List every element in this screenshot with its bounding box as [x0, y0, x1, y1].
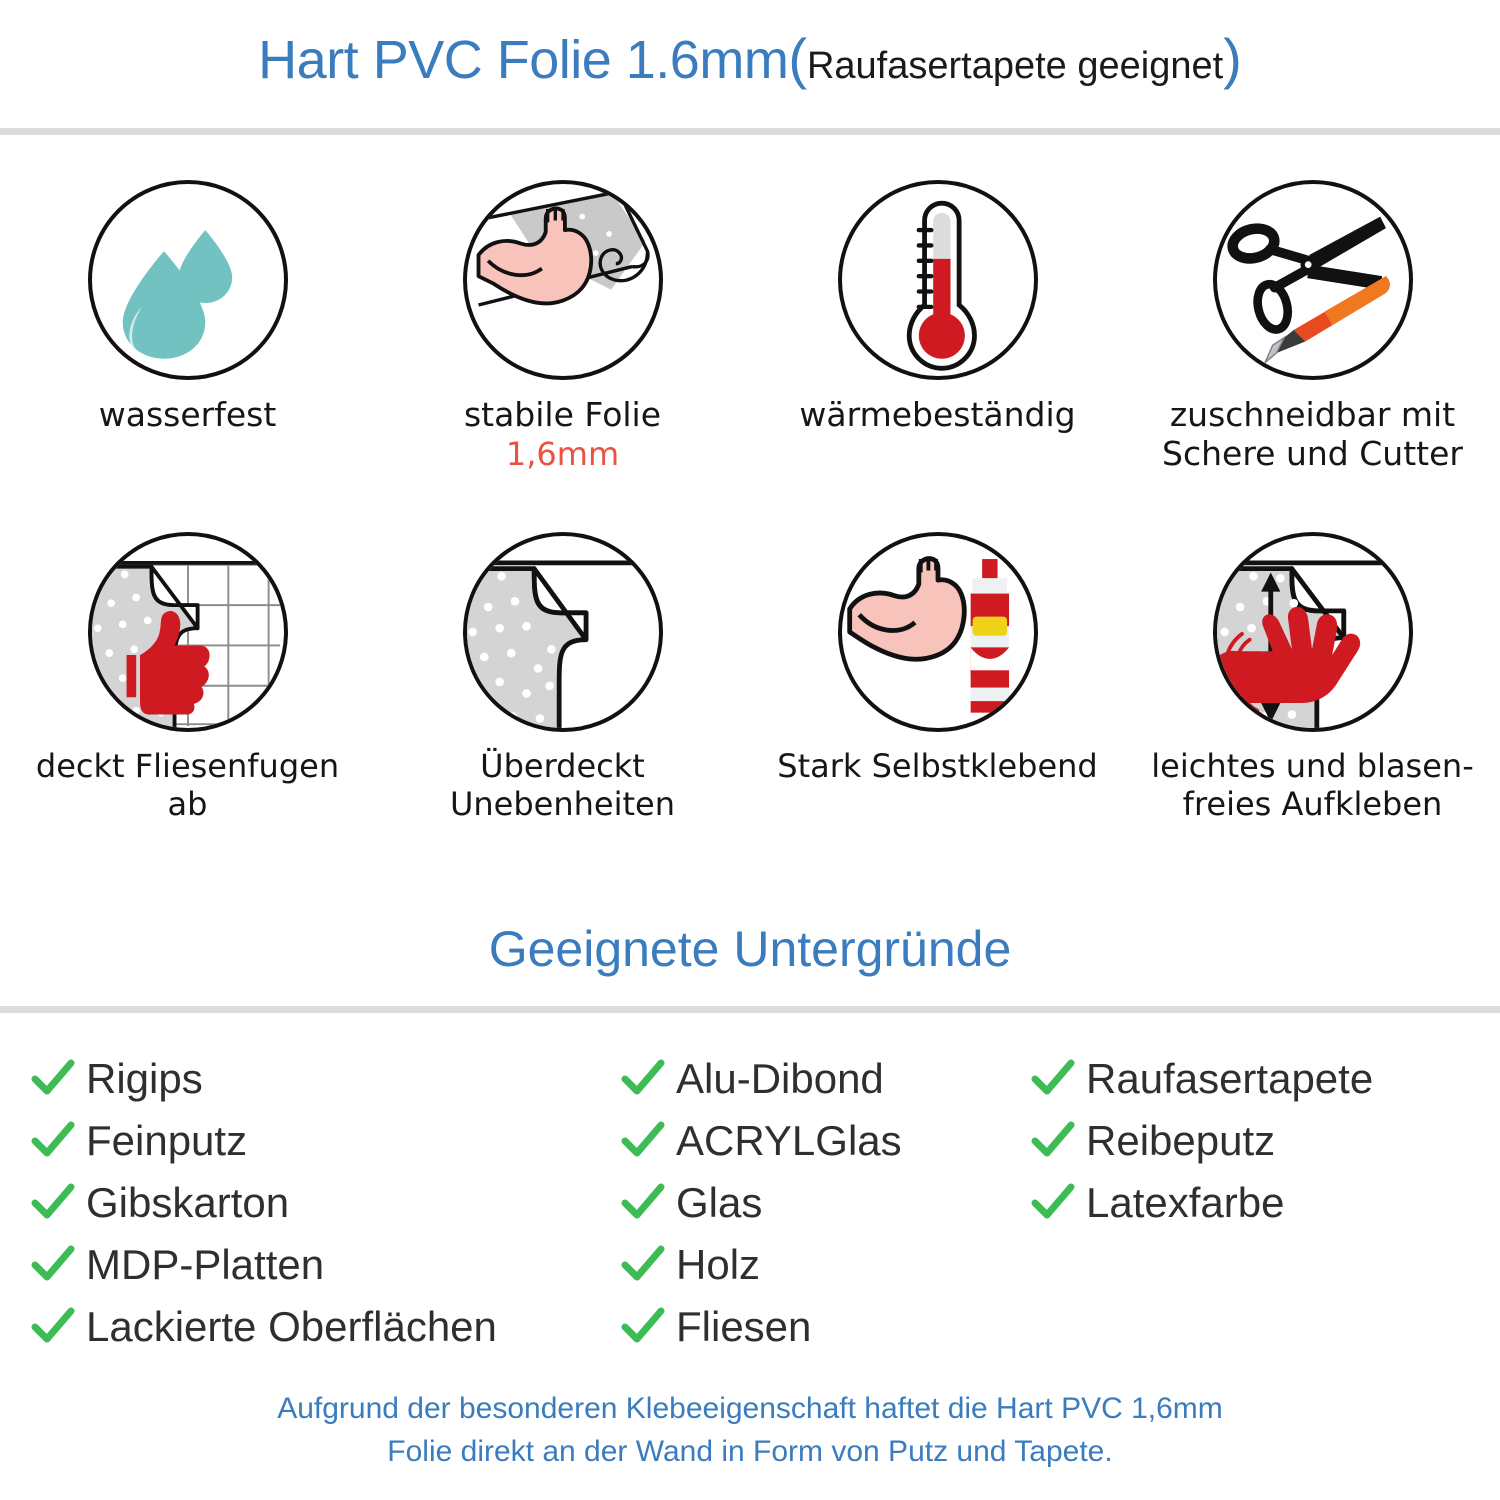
- list-item-label: Reibeputz: [1086, 1117, 1276, 1164]
- list-item-label: Holz: [676, 1241, 761, 1288]
- feature-label: stabile Folie: [463, 395, 662, 434]
- check-icon: [1030, 1057, 1076, 1101]
- list-item: MDP-Platten: [30, 1234, 620, 1296]
- feature-label: wasserfest: [98, 395, 277, 434]
- feature-unebenheiten: Überdeckt Unebenheiten: [375, 531, 750, 824]
- feature-label: leichtes und blasen-freies Aufkleben: [1151, 746, 1474, 823]
- list-item-label: MDP-Platten: [86, 1241, 325, 1288]
- list-item-label: Fliesen: [676, 1303, 812, 1350]
- page-title: Hart PVC Folie 1.6mm(Raufasertapete geei…: [0, 26, 1500, 91]
- checklist-column-3: Raufasertapete Reibeputz Latexfarbe: [1030, 1048, 1500, 1358]
- check-icon: [30, 1119, 76, 1163]
- feature-fliesenfugen: deckt Fliesenfugen ab: [0, 531, 375, 824]
- list-item: ACRYLGlas: [620, 1110, 1030, 1172]
- list-item-label: Rigips: [86, 1055, 203, 1102]
- check-icon: [30, 1243, 76, 1287]
- list-item: Glas: [620, 1172, 1030, 1234]
- hand-smoothing-arrow-icon: [1212, 531, 1413, 732]
- list-item: Gibskarton: [30, 1172, 620, 1234]
- footer-line-2: Folie direkt an der Wand in Form von Put…: [387, 1434, 1113, 1468]
- feature-selbstklebend: Stark Selbstklebend: [750, 531, 1125, 824]
- check-icon: [620, 1119, 666, 1163]
- check-icon: [30, 1305, 76, 1349]
- list-item-label: Latexfarbe: [1086, 1179, 1285, 1226]
- title-sub-text: Raufasertapete geeignet: [806, 45, 1224, 87]
- list-item-label: Alu-Dibond: [676, 1055, 884, 1102]
- strong-arm-glue-tube-icon: [837, 531, 1038, 732]
- checklist-column-2: Alu-Dibond ACRYLGlas Glas Holz Fliesen: [620, 1048, 1030, 1358]
- list-item-label: Glas: [676, 1179, 763, 1226]
- peeling-foil-corner-icon: [462, 531, 663, 732]
- title-paren-close: ): [1223, 27, 1242, 90]
- feature-label: zuschneidbar mit Schere und Cutter: [1162, 395, 1463, 473]
- check-icon: [620, 1243, 666, 1287]
- feature-aufkleben: leichtes und blasen-freies Aufkleben: [1125, 531, 1500, 824]
- list-item: Raufasertapete: [1030, 1048, 1500, 1110]
- feature-waermebestaendig: wärmebeständig: [750, 180, 1125, 474]
- list-item: Fliesen: [620, 1296, 1030, 1358]
- list-item: Holz: [620, 1234, 1030, 1296]
- title-paren-open: (: [788, 27, 807, 90]
- list-item-label: Gibskarton: [86, 1179, 290, 1226]
- list-item: Reibeputz: [1030, 1110, 1500, 1172]
- check-icon: [620, 1305, 666, 1349]
- feature-sublabel: 1,6mm: [505, 434, 620, 473]
- divider-top: [0, 128, 1500, 135]
- check-icon: [620, 1181, 666, 1225]
- thermometer-icon: [837, 180, 1038, 380]
- check-icon: [1030, 1181, 1076, 1225]
- water-drops-icon: [87, 180, 288, 380]
- divider-middle: [0, 1006, 1500, 1013]
- footer-line-1: Aufgrund der besonderen Klebeeigenschaft…: [277, 1392, 1223, 1425]
- thumbs-up-tile-grid-icon: [87, 531, 288, 732]
- list-item-label: Lackierte Oberflächen: [86, 1303, 497, 1350]
- check-icon: [1030, 1119, 1076, 1163]
- list-item-label: Raufasertapete: [1086, 1055, 1374, 1102]
- feature-label: deckt Fliesenfugen ab: [35, 746, 340, 823]
- substrate-checklist: Rigips Feinputz Gibskarton MDP-Platten L…: [0, 1048, 1500, 1358]
- list-item-label: Feinputz: [86, 1117, 248, 1164]
- feature-zuschneidbar: zuschneidbar mit Schere und Cutter: [1125, 180, 1500, 474]
- feature-row-2: deckt Fliesenfugen ab: [0, 531, 1500, 824]
- list-item: Alu-Dibond: [620, 1048, 1030, 1110]
- feature-label: Stark Selbstklebend: [777, 746, 1098, 785]
- title-main-text: Hart PVC Folie 1.6mm: [258, 30, 789, 90]
- list-item-label: ACRYLGlas: [676, 1117, 902, 1164]
- list-item: Rigips: [30, 1048, 620, 1110]
- feature-label: wärmebeständig: [799, 395, 1076, 434]
- checklist-column-1: Rigips Feinputz Gibskarton MDP-Platten L…: [0, 1048, 620, 1358]
- feature-label: Überdeckt Unebenheiten: [449, 746, 676, 823]
- feature-wasserfest: wasserfest: [0, 180, 375, 474]
- list-item: Latexfarbe: [1030, 1172, 1500, 1234]
- feature-stabile-folie: stabile Folie 1,6mm: [375, 180, 750, 474]
- scissors-cutter-icon: [1212, 180, 1413, 380]
- feature-grid: wasserfest: [0, 180, 1500, 823]
- list-item: Lackierte Oberflächen: [30, 1296, 620, 1358]
- check-icon: [30, 1181, 76, 1225]
- feature-row-1: wasserfest: [0, 180, 1500, 474]
- strong-arm-foil-roll-icon: [462, 180, 663, 380]
- footer-note: Aufgrund der besonderen Klebeeigenschaft…: [0, 1388, 1500, 1473]
- list-item: Feinputz: [30, 1110, 620, 1172]
- check-icon: [620, 1057, 666, 1101]
- section-heading: Geeignete Untergründe: [488, 921, 1012, 977]
- check-icon: [30, 1057, 76, 1101]
